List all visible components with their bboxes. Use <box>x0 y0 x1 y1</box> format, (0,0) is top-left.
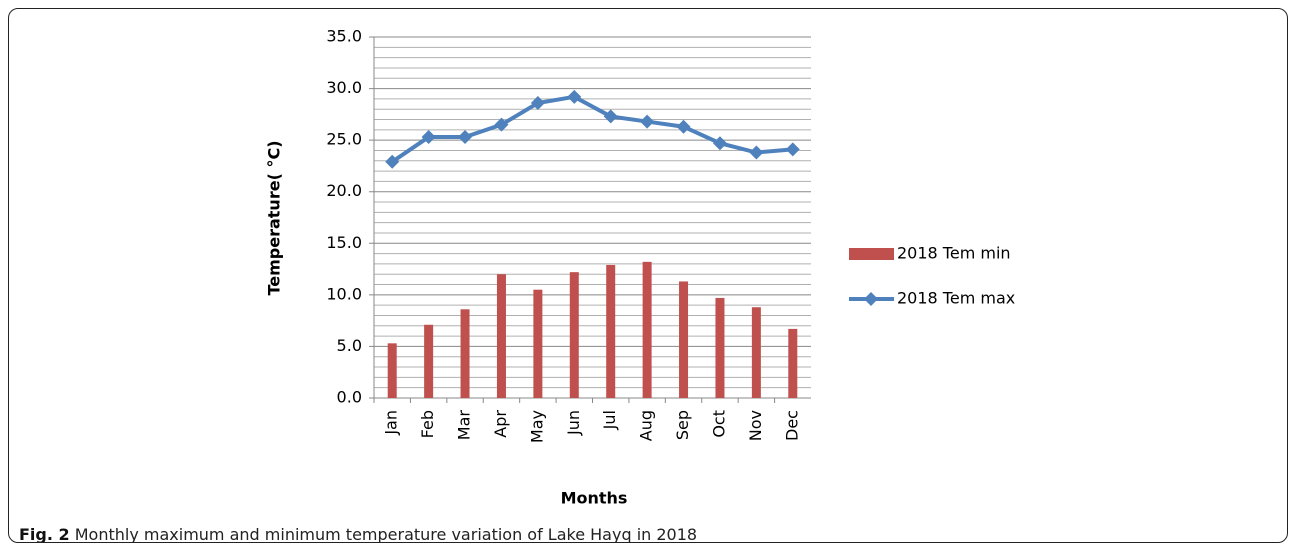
line-marker <box>640 114 655 129</box>
line-marker <box>749 145 764 160</box>
bar <box>642 261 652 398</box>
bar <box>569 272 579 398</box>
y-tick-label: 20.0 <box>326 181 362 200</box>
caption-label: Fig. 2 <box>19 525 70 543</box>
y-tick-label: 35.0 <box>326 27 362 46</box>
bar <box>679 281 689 398</box>
y-tick-label: 10.0 <box>326 284 362 303</box>
line-marker <box>530 96 545 111</box>
x-tick-label: Aug <box>637 410 656 441</box>
x-tick-label: Mar <box>455 410 474 441</box>
bar <box>788 328 798 398</box>
bar <box>424 324 434 398</box>
x-tick-label: May <box>527 410 546 443</box>
legend-marker <box>864 292 878 306</box>
y-tick-label: 15.0 <box>326 233 362 252</box>
line-marker <box>712 136 727 151</box>
line-marker <box>421 130 436 145</box>
y-axis-title: Temperature( °C) <box>265 140 284 295</box>
bar <box>606 264 616 398</box>
y-tick-label: 5.0 <box>337 336 362 355</box>
legend-swatch <box>849 248 894 260</box>
legend-label: 2018 Tem min <box>897 244 1011 263</box>
line-marker <box>567 89 582 104</box>
bar <box>715 297 725 398</box>
bar <box>533 289 543 398</box>
bar <box>387 343 397 398</box>
line-marker <box>458 130 473 145</box>
line-marker <box>785 142 800 157</box>
chart: Temperature( °C) Months 0.0 5.0 10.0 15.0 20… <box>265 27 1016 508</box>
x-tick-label: Jan <box>382 410 401 436</box>
x-tick-label: Sep <box>673 410 692 440</box>
x-tick-label: Nov <box>746 410 765 441</box>
y-tick-label: 0.0 <box>337 388 362 407</box>
line <box>391 94 793 164</box>
caption-text: Monthly maximum and minimum temperature … <box>74 525 698 543</box>
bar <box>751 307 761 398</box>
x-tick-label: Apr <box>491 410 510 438</box>
y-tick-label: 25.0 <box>326 130 362 149</box>
legend-label: 2018 Tem max <box>897 289 1015 308</box>
bar <box>496 274 506 398</box>
x-axis-title: Months <box>561 489 628 508</box>
bar <box>460 309 470 398</box>
x-tick-label: Jul <box>600 410 619 430</box>
x-tick-label: Dec <box>782 410 801 441</box>
x-tick-label: Oct <box>709 410 728 438</box>
line-marker <box>676 119 691 134</box>
line-marker <box>603 109 618 124</box>
figure: Temperature( °C) Months 0.0 5.0 10.0 15.0 20… <box>8 8 1288 543</box>
x-tick-label: Feb <box>418 410 437 438</box>
x-tick-label: Jun <box>564 410 583 436</box>
line-marker <box>494 117 509 132</box>
caption: Fig. 2 Monthly maximum and minimum tempe… <box>19 525 698 543</box>
line-marker <box>385 154 400 169</box>
y-tick-label: 30.0 <box>326 78 362 97</box>
